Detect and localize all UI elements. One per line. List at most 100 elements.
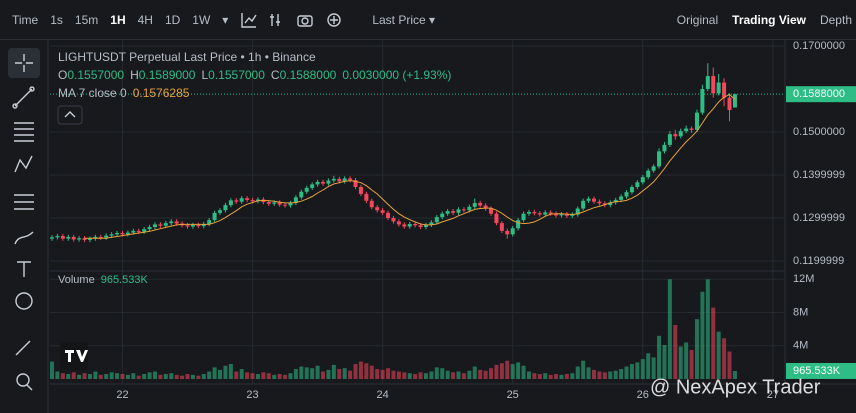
volume-bar (499, 363, 504, 379)
candle-body (272, 202, 277, 204)
volume-bar (50, 361, 54, 379)
volume-bar (293, 369, 298, 379)
volume-bar (87, 374, 92, 379)
collapse-icon (64, 111, 76, 118)
volume-bar (629, 364, 634, 379)
volume-bar (239, 369, 244, 379)
volume-bar (396, 371, 401, 379)
view-option[interactable]: Trading View (732, 12, 806, 27)
candle-body (174, 221, 179, 224)
x-tick-label: 27 (767, 389, 779, 401)
volume-bar (548, 374, 553, 379)
candle-body (396, 221, 401, 225)
ohlc-row: O 0.1557000 H 0.1589000 L 0.1557000 C 0.1588000… (58, 66, 451, 84)
candle-body (337, 178, 342, 182)
candle-body (667, 134, 672, 145)
candle-body (212, 212, 217, 221)
interval[interactable]: 15m (74, 12, 99, 27)
candle-body (283, 204, 288, 206)
ma-value: 0.1576285 (132, 86, 190, 100)
candle-body (185, 225, 190, 227)
volume-bar (304, 367, 309, 379)
volume-bar (716, 331, 721, 379)
volume-bar (255, 374, 260, 379)
ohlc-value: 0.1557000 (208, 68, 265, 82)
volume-bar (461, 373, 466, 379)
volume-bar (526, 371, 531, 379)
interval[interactable]: 1W (192, 12, 211, 27)
tool-icons[interactable] (12, 54, 35, 391)
view-option[interactable]: Depth (819, 12, 852, 27)
volume-bar (337, 369, 342, 379)
chart-title: LIGHTUSDT Perpetual Last Price • 1h • Bi… (58, 50, 316, 64)
volume-bar (60, 373, 65, 379)
candle-body (597, 201, 602, 204)
interval[interactable]: 1D (164, 12, 181, 27)
volume-bar (619, 369, 624, 379)
view-option[interactable]: Original (676, 12, 719, 27)
candle-body (245, 198, 250, 200)
chart-tools[interactable] (240, 10, 360, 30)
volume-bar (326, 369, 331, 379)
volume-bar (456, 371, 461, 379)
candle-body (115, 233, 120, 235)
candle-body (364, 193, 369, 201)
candle-body (104, 235, 109, 238)
volume-bar (218, 369, 223, 379)
volume-bar (342, 368, 347, 379)
volume-bar (640, 359, 645, 379)
volume-bar (174, 374, 179, 379)
candle-body (570, 214, 575, 216)
dropdown[interactable]: ▾ (222, 12, 229, 27)
candle-body (554, 213, 559, 216)
interval[interactable]: 4H (137, 12, 153, 27)
y-tick-label: 0.1299999 (793, 212, 845, 224)
volume-bar (705, 279, 710, 379)
volume-bar (234, 371, 239, 379)
price-tag: 0.1588000 (793, 88, 845, 100)
volume-bar (467, 370, 472, 379)
volume-bar (115, 373, 120, 379)
ohlc-item: H 0.1589000 (130, 66, 195, 84)
tv-logo-mark (65, 350, 88, 362)
candle-body (66, 236, 71, 239)
candle-body (727, 97, 732, 111)
candle-body (250, 199, 255, 202)
candle-body (71, 236, 76, 240)
candle-body (120, 233, 125, 235)
volume-bar (180, 375, 185, 379)
candle-body (131, 230, 136, 233)
candle-body (694, 112, 699, 130)
price-tag-bg (786, 86, 856, 103)
volume-bar (673, 325, 678, 379)
volume-bar (212, 367, 217, 379)
volume-bar (700, 291, 705, 379)
volume-value: 965.533K (100, 274, 148, 286)
candle-body (722, 82, 727, 98)
candle-body (380, 210, 385, 213)
candle-body (218, 210, 223, 213)
volume-bar (391, 370, 396, 379)
candle-body (505, 230, 510, 235)
candle-body (369, 200, 374, 208)
candle-body (413, 224, 418, 226)
volume-bar (429, 371, 434, 379)
volume-bar (559, 374, 564, 379)
legend-title-row: LIGHTUSDT Perpetual Last Price • 1h • Bi… (58, 48, 451, 66)
price-source[interactable]: Last Price ▾ (372, 12, 436, 27)
candle-body (624, 192, 629, 197)
candle-body (310, 184, 315, 188)
collapse-button[interactable] (57, 105, 83, 125)
volume-bar (516, 362, 521, 379)
volume-bar (369, 365, 374, 379)
interval[interactable]: 1s (50, 12, 63, 27)
candle-body (684, 128, 689, 132)
interval[interactable]: 1H (110, 12, 126, 27)
candle-body (152, 224, 157, 228)
tool-active[interactable] (8, 48, 40, 78)
grid (50, 40, 785, 384)
volume-bar (694, 319, 699, 379)
intervals: 1s 15m 1H 4H 1D 1W (38, 13, 210, 27)
volume-tag-bg (786, 362, 856, 379)
